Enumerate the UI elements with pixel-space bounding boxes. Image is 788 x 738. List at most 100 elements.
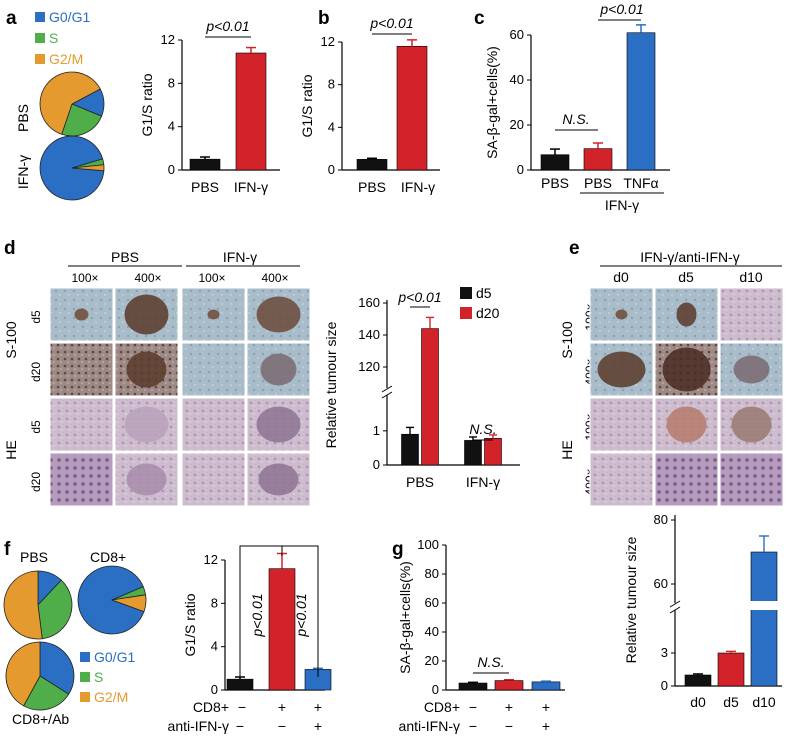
y-tick-label: 12 bbox=[161, 32, 175, 47]
y-tick-label: 40 bbox=[510, 72, 524, 87]
bar bbox=[583, 148, 613, 171]
panel-label-e: e bbox=[569, 238, 580, 259]
bar bbox=[684, 674, 712, 687]
x-tick-label: d0 bbox=[690, 694, 706, 710]
sig-label: p<0.01 bbox=[369, 15, 413, 31]
bar bbox=[235, 52, 267, 171]
row-label-anti-ifn: anti-IFN-γ bbox=[399, 718, 460, 734]
d-mag-4: 400× bbox=[261, 271, 288, 285]
chart-e: 0 3 60 80 Relative tumour size d0 d5 d10 bbox=[623, 512, 782, 710]
y-tick-label: 20 bbox=[425, 653, 439, 668]
micrograph-feature bbox=[662, 347, 711, 392]
micrograph-feature bbox=[676, 302, 697, 327]
legend-swatch-s bbox=[35, 33, 45, 43]
micrograph-feature bbox=[597, 351, 646, 388]
d-mag-1: 100× bbox=[71, 271, 98, 285]
micrographs-d: PBS IFN-γ 100× 400× 100× 400× S-100 HE d… bbox=[3, 249, 311, 507]
chart-b: 0 4 8 12 G1/S ratio PBS IFN-γ p<0.01 bbox=[299, 15, 440, 195]
y-tick-label: 3 bbox=[661, 645, 668, 660]
micrograph-feature bbox=[124, 294, 169, 335]
y-tick-label: 60 bbox=[510, 27, 524, 42]
d-mag-3: 100× bbox=[198, 271, 225, 285]
y-tick-label: 100 bbox=[417, 537, 439, 552]
y-axis-label: Relative tumour size bbox=[323, 321, 339, 448]
y-tick-label: 0 bbox=[211, 682, 218, 697]
legend-f-swatch-g2m bbox=[80, 692, 90, 702]
y-tick-label: 0 bbox=[517, 162, 524, 177]
y-tick-label: 0 bbox=[661, 678, 668, 693]
y-tick-label: 0 bbox=[373, 457, 380, 472]
group-label: IFN-γ bbox=[605, 197, 639, 213]
row-label-anti-ifn: anti-IFN-γ bbox=[168, 718, 229, 734]
legend-f-swatch-g0g1 bbox=[80, 652, 90, 662]
row-label-cd8: CD8+ bbox=[193, 699, 229, 715]
row-value-anti-ifn: − bbox=[469, 718, 477, 734]
x-tick-label: PBS bbox=[191, 179, 219, 195]
legend-swatch-d20 bbox=[460, 307, 472, 319]
legend-f-label-s: S bbox=[94, 669, 103, 685]
y-axis-label: Relative tumour size bbox=[623, 536, 639, 663]
micrograph-image bbox=[589, 397, 654, 452]
sig-label: p<0.01 bbox=[397, 289, 441, 305]
e-day-d0: d0 bbox=[613, 269, 629, 285]
y-tick-label: 140 bbox=[358, 327, 380, 342]
chart-d: 0 1 120 140 160 Relative tumour size PBS IFN-γ d… bbox=[323, 285, 520, 490]
micrograph-feature bbox=[124, 406, 169, 443]
x-tick-label: IFN-γ bbox=[401, 179, 435, 195]
y-tick-label: 0 bbox=[328, 162, 335, 177]
pie-slice-g2m bbox=[39, 71, 101, 135]
x-tick-label: PBS bbox=[541, 175, 569, 191]
bar bbox=[494, 680, 524, 691]
e-stain-he: HE bbox=[559, 440, 575, 459]
x-tick-label: PBS bbox=[584, 175, 612, 191]
bar bbox=[540, 154, 570, 171]
y-tick-label: 80 bbox=[654, 512, 668, 527]
bar bbox=[750, 551, 778, 687]
y-tick-label: 60 bbox=[425, 595, 439, 610]
legend-f-swatch-s bbox=[80, 672, 90, 682]
pie-label-a-ifn: IFN-γ bbox=[15, 155, 31, 189]
bar bbox=[356, 159, 388, 171]
d-stain-he: HE bbox=[3, 440, 19, 459]
pie-slice-g0g1 bbox=[39, 135, 105, 201]
pie-label-a-pbs: PBS bbox=[15, 104, 31, 132]
axis-break bbox=[669, 600, 681, 608]
legend-label-d20: d20 bbox=[476, 305, 500, 321]
sig-label: p<0.01 bbox=[599, 1, 643, 17]
legend-swatch-g0g1 bbox=[35, 12, 45, 22]
d-day-2: d20 bbox=[29, 362, 43, 382]
micrograph-feature bbox=[74, 308, 89, 321]
d-group-ifn: IFN-γ bbox=[223, 249, 257, 265]
y-tick-label: 160 bbox=[358, 295, 380, 310]
micrograph-image bbox=[719, 287, 784, 342]
y-tick-label: 8 bbox=[211, 595, 218, 610]
micrograph-feature bbox=[256, 406, 301, 443]
pie-f-ab bbox=[5, 641, 75, 711]
axis-break bbox=[381, 391, 393, 399]
row-value-anti-ifn: − bbox=[278, 718, 286, 734]
micrograph-image bbox=[181, 397, 246, 452]
y-tick-label: 40 bbox=[425, 624, 439, 639]
row-value-cd8: − bbox=[469, 699, 477, 715]
pie-slice-g2m bbox=[3, 570, 43, 640]
d-stain-s100: S-100 bbox=[3, 321, 19, 359]
x-tick-label: IFN-γ bbox=[234, 179, 268, 195]
x-tick-label: PBS bbox=[358, 179, 386, 195]
pie-slice-g0g1 bbox=[77, 565, 145, 635]
bar bbox=[531, 681, 561, 691]
row-value-cd8: + bbox=[505, 699, 513, 715]
micrograph-feature bbox=[207, 309, 220, 320]
y-tick-label: 1 bbox=[373, 423, 380, 438]
micrograph-feature bbox=[731, 406, 772, 443]
micrograph-feature bbox=[258, 463, 299, 496]
row-value-anti-ifn: − bbox=[236, 718, 244, 734]
sig-bracket bbox=[239, 545, 319, 677]
micrograph-image bbox=[181, 452, 246, 507]
pie-slice-s bbox=[61, 103, 103, 137]
bar-d5 bbox=[464, 440, 482, 466]
y-tick-label: 4 bbox=[211, 639, 218, 654]
pie-slice-s bbox=[23, 675, 70, 711]
e-day-d10: d10 bbox=[739, 269, 763, 285]
x-tick-label: d5 bbox=[723, 694, 739, 710]
